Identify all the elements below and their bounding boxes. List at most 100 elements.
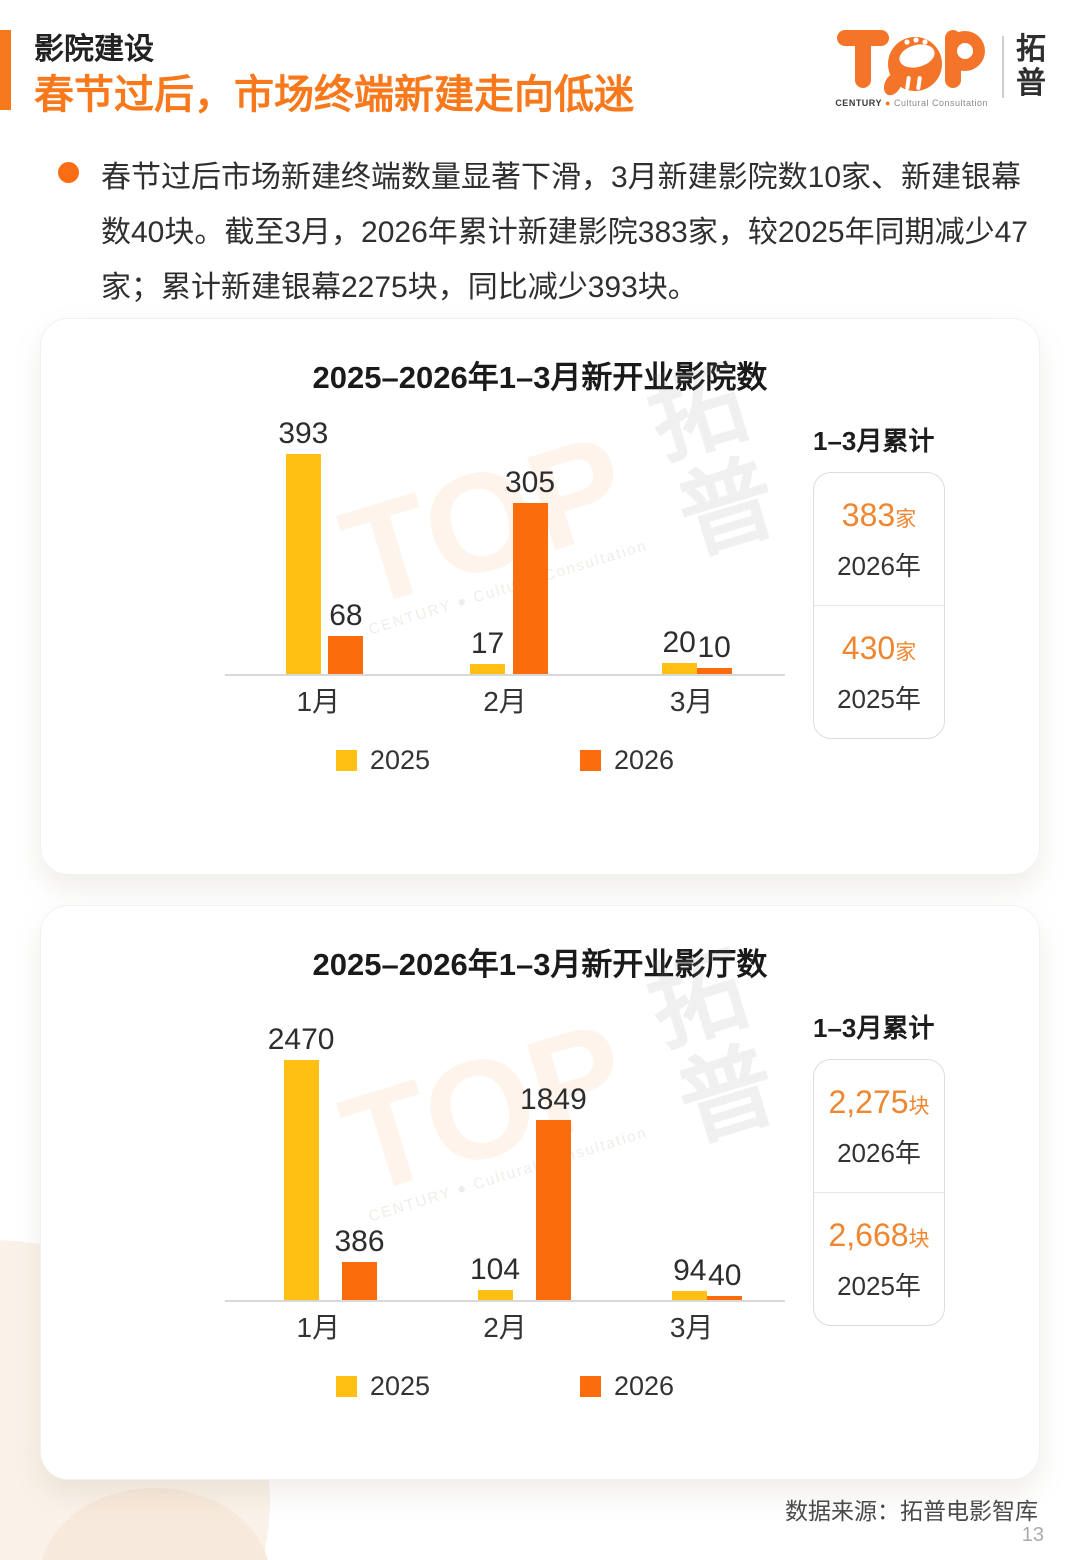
bar-column: 305 [505, 466, 555, 674]
bar-column: 10 [696, 631, 732, 674]
legend-item-2026: 2026 [580, 745, 674, 776]
summary-value: 2,668块 [820, 1217, 938, 1254]
legend-item-2025: 2025 [335, 744, 430, 776]
legend: 2025 2026 [225, 1370, 785, 1402]
bar-column: 68 [328, 599, 364, 674]
summary-unit: 家 [895, 641, 917, 664]
bar-column: 104 [470, 1253, 520, 1300]
summary-value: 383家 [820, 497, 938, 534]
bar-group-2月: 104 1849 [470, 1083, 587, 1300]
bar-2025-2月 [477, 1290, 513, 1300]
summary-year: 2025年 [837, 684, 921, 714]
chart-title: 2025–2026年1–3月新开业影厅数 [312, 947, 768, 982]
summary-panel: 1–3月累计 383家 2026年 430家 2025年 [785, 399, 995, 776]
legend-label-2025: 2025 [369, 1370, 430, 1401]
bar-2025-2月 [470, 664, 505, 674]
bar-group-1月: 393 68 [278, 417, 364, 674]
legend-swatch-2026 [580, 749, 601, 771]
bar-2026-2月 [535, 1120, 571, 1300]
legend-label-2026: 2026 [614, 1370, 675, 1401]
logo-divider [1002, 36, 1004, 98]
bar-value-label: 10 [697, 631, 731, 664]
page-number: 13 [1021, 1524, 1044, 1546]
summary-year: 2026年 [837, 551, 921, 581]
section-kicker: 影院建设 [34, 33, 154, 66]
summary-unit: 块 [908, 1228, 930, 1251]
header-accent-bar [0, 30, 11, 110]
summary-cell-2025: 2,668块 2025年 [814, 1192, 944, 1325]
bullet-dot-icon [58, 162, 79, 183]
bar-2026-1月 [328, 636, 364, 674]
bar-column: 17 [470, 627, 505, 674]
summary-year: 2026年 [837, 1138, 921, 1168]
summary-bullet: 春节过后市场新建终端数量显著下滑，3月新建影院数10家、新建银幕数40块。截至3… [58, 150, 1036, 315]
summary-value: 2,275块 [820, 1084, 938, 1121]
summary-number: 2,275 [828, 1084, 909, 1120]
summary-year: 2025年 [837, 1271, 921, 1301]
summary-panel-box: 2,275块 2026年 2,668块 2025年 [813, 1059, 945, 1326]
category-label-3月: 3月 [669, 1312, 714, 1343]
summary-value: 430家 [820, 630, 938, 667]
category-label-2月: 2月 [483, 686, 527, 717]
summary-cell-2026: 383家 2026年 [814, 473, 944, 605]
legend-item-2025: 2025 [335, 1370, 430, 1402]
bar-value-label: 68 [329, 599, 363, 632]
bar-value-label: 2470 [267, 1023, 335, 1056]
bar-2025-1月 [283, 1060, 319, 1300]
category-label-1月: 1月 [296, 1312, 341, 1343]
top-logo: CENTURY ● Cultural Consultation 拓普 [835, 26, 1050, 108]
category-label-2月: 2月 [483, 1312, 527, 1343]
bars-row: 393 68 17 305 20 10 [225, 399, 785, 674]
category-axis: 1月 2月 3月 [225, 676, 785, 722]
summary-panel-box: 383家 2026年 430家 2025年 [813, 472, 945, 739]
summary-text: 春节过后市场新建终端数量显著下滑，3月新建影院数10家、新建银幕数40块。截至3… [101, 161, 1028, 304]
logo-tagline-dot: ● [885, 98, 891, 108]
legend-label-2025: 2025 [369, 744, 430, 775]
top-logo-mark: CENTURY ● Cultural Consultation [835, 26, 988, 108]
category-label-1月: 1月 [296, 686, 341, 717]
bar-value-label: 104 [469, 1253, 521, 1286]
summary-panel-heading: 1–3月累计 [813, 1013, 935, 1043]
legend-item-2026: 2026 [580, 1371, 674, 1402]
bar-value-label: 40 [708, 1259, 742, 1292]
logo-tagline-century: CENTURY [835, 98, 882, 108]
bar-value-label: 1849 [520, 1083, 587, 1116]
screen-count-chart-card: 2025–2026年1–3月新开业影厅数 TOP CENTURY ● Cultu… [40, 905, 1040, 1480]
legend-swatch-2026 [580, 1375, 601, 1397]
bar-value-label: 393 [278, 417, 329, 450]
bar-2026-1月 [342, 1262, 377, 1300]
summary-cell-2026: 2,275块 2026年 [814, 1060, 944, 1192]
bar-value-label: 94 [673, 1254, 707, 1287]
summary-number: 2,668 [828, 1217, 909, 1253]
bar-value-label: 20 [662, 626, 696, 659]
bar-value-label: 386 [334, 1225, 385, 1258]
summary-panel: 1–3月累计 2,275块 2026年 2,668块 2025年 [785, 986, 995, 1402]
cinema-count-chart-card: 2025–2026年1–3月新开业影院数 TOP CENTURY ● Cultu… [40, 318, 1040, 875]
summary-unit: 块 [908, 1095, 930, 1118]
bar-value-label: 17 [470, 627, 505, 660]
bar-2026-2月 [512, 503, 548, 674]
bar-column: 1849 [520, 1083, 587, 1300]
x-axis-line [225, 674, 785, 676]
bar-2026-3月 [707, 1296, 743, 1300]
bar-2025-3月 [672, 1291, 708, 1300]
bar-column: 94 [672, 1254, 708, 1300]
plot-area: 2470 386 104 1849 94 40 1月 2月 3月 2025 2026 [225, 986, 785, 1402]
bar-column: 393 [278, 417, 328, 674]
category-axis: 1月 2月 3月 [225, 1302, 785, 1348]
x-axis-line [225, 1300, 785, 1302]
legend-swatch-2025 [335, 1375, 357, 1397]
logo-cn-name: 拓普 [1016, 32, 1046, 101]
legend-swatch-2025 [335, 749, 357, 771]
plot-area: 393 68 17 305 20 10 1月 2月 3月 2025 2026 [225, 399, 785, 776]
bar-group-3月: 20 10 [661, 626, 732, 674]
data-source-note: 数据来源：拓普电影智库 [785, 1498, 1038, 1524]
bars-row: 2470 386 104 1849 94 40 [225, 986, 785, 1300]
bar-2025-1月 [285, 454, 321, 674]
logo-tagline: CENTURY ● Cultural Consultation [835, 98, 988, 108]
bar-2025-3月 [661, 663, 697, 674]
legend: 2025 2026 [225, 744, 785, 776]
summary-number: 383 [841, 497, 896, 533]
legend-label-2026: 2026 [614, 744, 675, 775]
